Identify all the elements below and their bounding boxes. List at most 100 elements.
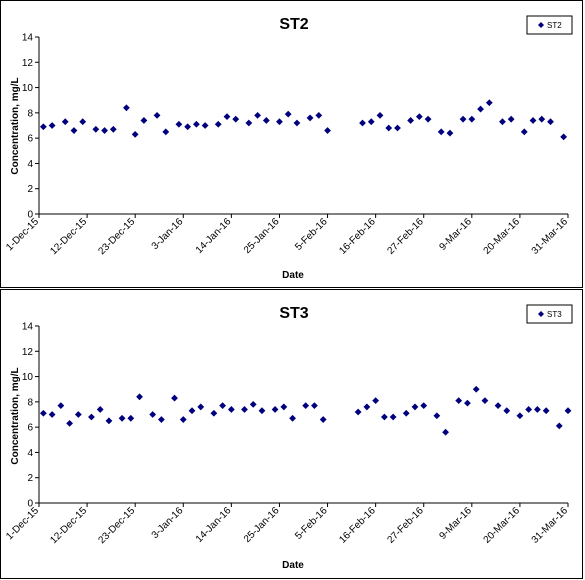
legend: ST3 xyxy=(526,304,573,324)
plot-area: 0 2 4 6 8 10 12 14 1-Dec-15 12-Dec-15 23-Dec-15 3-J… xyxy=(4,322,572,546)
data-point xyxy=(227,406,235,413)
x-tick-label: 31-Mar-16 xyxy=(530,505,571,546)
x-tick-label: 31-Mar-16 xyxy=(530,216,571,257)
scatter-chart-st2: ST2 0 2 4 6 8 10 12 14 1-Dec-15 12-Dec-15 23-Dec-1… xyxy=(4,15,573,281)
data-point xyxy=(223,113,231,121)
y-tick-label: 14 xyxy=(22,33,34,44)
x-tick-label: 27-Feb-16 xyxy=(385,505,426,546)
data-point xyxy=(437,128,445,136)
data-point xyxy=(192,120,200,128)
data-point xyxy=(123,104,130,112)
y-axis-title: Concentration, mg/L xyxy=(10,77,21,174)
data-point xyxy=(171,394,178,402)
data-point xyxy=(324,127,331,134)
y-axis-title: Concentration, mg/L xyxy=(10,367,21,464)
data-point xyxy=(499,118,506,126)
data-point xyxy=(74,411,82,418)
data-point xyxy=(293,119,301,127)
data-point xyxy=(407,117,415,124)
data-point xyxy=(197,403,205,411)
data-point xyxy=(411,403,419,411)
data-point xyxy=(280,403,288,411)
data-point xyxy=(359,119,366,127)
data-point xyxy=(503,407,511,415)
x-tick-label: 3-Jan-16 xyxy=(150,216,186,252)
data-point xyxy=(66,419,74,427)
data-point xyxy=(446,129,454,137)
data-point xyxy=(57,402,65,410)
chart-panel-st2: ST2 0 2 4 6 8 10 12 14 1-Dec-15 12-Dec-15 23-Dec-1… xyxy=(0,0,583,288)
data-point xyxy=(262,117,270,124)
data-point xyxy=(175,120,183,128)
data-point xyxy=(367,118,375,126)
chart-title: ST2 xyxy=(279,16,308,33)
legend-marker xyxy=(538,22,544,28)
data-point xyxy=(271,406,279,413)
data-point xyxy=(79,118,87,126)
x-tick-label: 9-Mar-16 xyxy=(437,505,474,542)
data-point xyxy=(547,118,554,126)
data-point xyxy=(88,413,95,421)
data-point xyxy=(109,125,117,133)
data-point xyxy=(245,119,253,127)
y-tick-label: 2 xyxy=(27,184,33,195)
data-point xyxy=(289,414,296,422)
data-point xyxy=(468,115,476,123)
x-tick-label: 12-Dec-15 xyxy=(48,216,89,257)
x-tick-label: 1-Dec-15 xyxy=(4,216,41,253)
data-point xyxy=(389,413,397,421)
plot-area: 0 2 4 6 8 10 12 14 1-Dec-15 12-Dec-15 23-Dec-15 3-J… xyxy=(4,33,570,258)
data-point xyxy=(525,406,533,413)
data-point xyxy=(363,403,371,411)
data-point xyxy=(516,412,524,420)
x-tick-label: 20-Mar-16 xyxy=(482,216,523,257)
data-point xyxy=(424,115,432,123)
data-point xyxy=(188,407,196,415)
y-tick-label: 10 xyxy=(22,83,34,94)
data-point xyxy=(464,399,471,407)
data-point xyxy=(472,385,480,393)
y-tick-label: 2 xyxy=(27,473,33,484)
legend-box xyxy=(526,15,573,35)
data-point xyxy=(533,406,541,413)
x-tick-label: 14-Jan-16 xyxy=(194,216,234,256)
data-point xyxy=(420,402,428,410)
data-point xyxy=(179,416,187,423)
x-tick-label: 14-Jan-16 xyxy=(194,505,234,545)
data-point xyxy=(39,123,47,131)
y-tick-label: 4 xyxy=(27,159,33,170)
data-point xyxy=(507,115,515,123)
legend-box xyxy=(526,304,573,324)
data-point xyxy=(380,413,388,421)
data-point xyxy=(149,411,157,418)
data-point xyxy=(542,407,550,415)
x-tick-label: 12-Dec-15 xyxy=(48,505,89,546)
x-axis-title: Date xyxy=(282,270,304,281)
data-point xyxy=(48,411,56,418)
x-tick-label: 5-Feb-16 xyxy=(293,216,330,253)
y-tick-label: 4 xyxy=(27,448,33,459)
x-tick-label: 27-Feb-16 xyxy=(385,216,426,257)
data-point xyxy=(529,117,537,124)
data-point xyxy=(302,402,310,410)
x-tick-label: 25-Jan-16 xyxy=(242,505,282,545)
data-point xyxy=(39,409,47,417)
y-tick-label: 0 xyxy=(27,210,33,221)
data-point xyxy=(48,122,56,129)
data-point xyxy=(354,408,362,416)
x-tick-label: 5-Feb-16 xyxy=(293,505,330,542)
y-tick-label: 0 xyxy=(27,499,33,510)
data-point xyxy=(311,402,318,410)
data-point xyxy=(162,128,170,136)
data-point xyxy=(210,409,218,417)
data-point xyxy=(477,105,484,113)
data-point xyxy=(459,115,467,123)
x-tick-label: 9-Mar-16 xyxy=(437,216,474,253)
data-point xyxy=(394,124,401,132)
data-point xyxy=(184,123,192,131)
data-point xyxy=(306,114,314,122)
data-point xyxy=(560,133,568,141)
data-point xyxy=(92,125,100,133)
y-tick-label: 8 xyxy=(27,108,33,119)
y-tick-label: 6 xyxy=(27,134,33,145)
